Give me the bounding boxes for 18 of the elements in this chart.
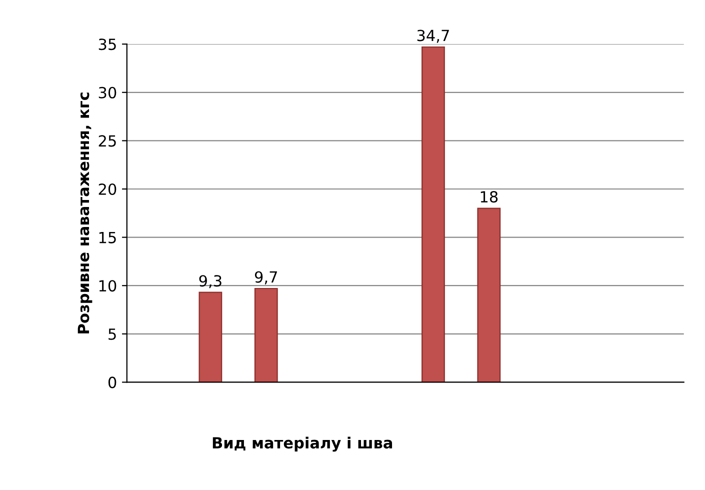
y-tick-label: 0 — [108, 376, 116, 388]
data-label: 18 — [480, 191, 498, 203]
y-tick-label: 5 — [108, 328, 116, 340]
bar — [422, 46, 445, 382]
bar — [198, 292, 222, 382]
y-tick-label: 30 — [98, 86, 116, 98]
y-tick-label: 20 — [98, 183, 116, 196]
y-axis-title: Розривне наватаження, кгс — [78, 92, 92, 334]
y-tick-label: 15 — [99, 232, 116, 244]
y-tick-label: 10 — [99, 280, 116, 292]
bar — [254, 288, 278, 382]
y-tick-label: 35 — [98, 38, 116, 50]
y-tick-label: 25 — [98, 135, 116, 147]
bar — [477, 208, 501, 382]
data-label: 9,7 — [254, 271, 277, 284]
data-label: 34,7 — [417, 30, 449, 43]
x-axis-title: Вид матеріалу і шва — [212, 436, 392, 452]
data-label: 9,3 — [199, 275, 222, 288]
